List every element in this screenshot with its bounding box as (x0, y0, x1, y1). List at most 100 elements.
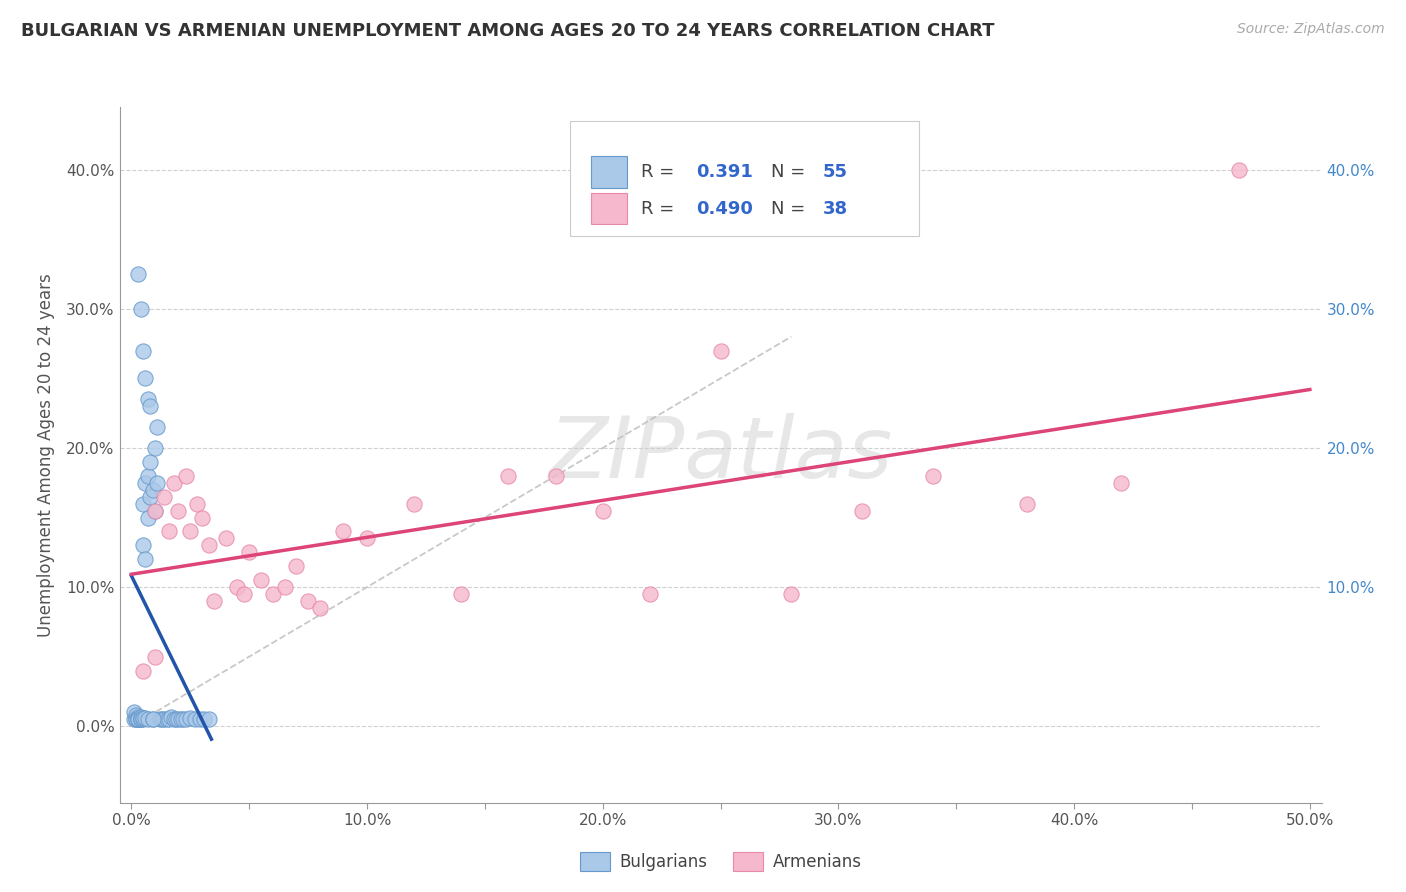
Point (139, 399, 162, 413)
Point (129, 712, 152, 726)
Y-axis label: Unemployment Among Ages 20 to 24 years: Unemployment Among Ages 20 to 24 years (37, 273, 55, 637)
Point (153, 712, 176, 726)
Point (149, 712, 172, 726)
Text: R =: R = (641, 163, 681, 181)
Text: 0.391: 0.391 (696, 163, 754, 181)
Point (129, 301, 152, 316)
Point (1015, 497, 1038, 511)
Point (198, 712, 221, 726)
Point (143, 649, 166, 664)
Point (202, 594, 225, 608)
Point (186, 497, 208, 511)
Point (125, 712, 148, 726)
Point (592, 503, 614, 517)
Point (179, 711, 201, 725)
Point (136, 468, 159, 483)
Point (139, 490, 162, 504)
Point (285, 559, 308, 574)
Point (188, 712, 211, 726)
Point (332, 524, 354, 539)
Point (134, 552, 156, 566)
Text: N =: N = (770, 200, 811, 218)
Point (129, 709, 152, 723)
Point (238, 545, 260, 559)
Text: 0.490: 0.490 (696, 200, 754, 218)
Point (226, 580, 249, 594)
Point (122, 712, 145, 726)
FancyBboxPatch shape (591, 156, 627, 187)
Text: R =: R = (641, 200, 681, 218)
Point (132, 497, 155, 511)
Point (172, 712, 194, 726)
Point (143, 503, 166, 517)
Point (132, 664, 155, 678)
Point (146, 420, 169, 434)
Point (214, 532, 236, 546)
Point (157, 524, 180, 539)
Point (233, 587, 256, 601)
Point (165, 712, 187, 726)
Point (184, 712, 207, 726)
Point (132, 712, 155, 726)
Text: 55: 55 (823, 163, 848, 181)
Point (150, 712, 173, 726)
Point (129, 712, 152, 726)
Point (136, 712, 159, 726)
Text: ZIP​atlas: ZIP​atlas (548, 413, 893, 497)
Point (146, 475, 169, 490)
Point (198, 538, 221, 552)
Text: N =: N = (770, 163, 811, 181)
Point (1111, 475, 1133, 490)
Point (921, 468, 943, 483)
Point (134, 371, 156, 385)
Point (356, 532, 378, 546)
Point (136, 510, 159, 524)
Point (127, 709, 149, 723)
Point (191, 510, 214, 524)
Point (141, 483, 163, 497)
Point (139, 455, 162, 469)
Point (136, 392, 159, 407)
Point (498, 468, 520, 483)
Point (127, 267, 149, 281)
Point (129, 712, 152, 726)
Point (193, 712, 215, 726)
Point (174, 468, 197, 483)
Point (780, 587, 803, 601)
Text: BULGARIAN VS ARMENIAN UNEMPLOYMENT AMONG AGES 20 TO 24 YEARS CORRELATION CHART: BULGARIAN VS ARMENIAN UNEMPLOYMENT AMONG… (21, 22, 994, 40)
Point (404, 497, 426, 511)
Point (127, 712, 149, 726)
Point (134, 711, 156, 725)
Point (125, 712, 148, 726)
Text: 38: 38 (823, 200, 848, 218)
Point (262, 587, 284, 601)
Point (143, 441, 166, 455)
Legend: Bulgarians, Armenians: Bulgarians, Armenians (572, 846, 869, 878)
Point (160, 709, 183, 723)
Point (163, 475, 186, 490)
Point (127, 712, 149, 726)
Point (132, 343, 155, 358)
Point (544, 468, 567, 483)
Point (122, 706, 145, 720)
Point (309, 601, 332, 615)
Point (710, 343, 733, 358)
Point (157, 712, 180, 726)
Point (153, 490, 176, 504)
Point (134, 475, 156, 490)
Text: Source: ZipAtlas.com: Source: ZipAtlas.com (1237, 22, 1385, 37)
Point (141, 712, 163, 726)
FancyBboxPatch shape (571, 121, 920, 235)
Point (156, 712, 179, 726)
Point (167, 503, 190, 517)
Point (851, 503, 873, 517)
Point (163, 712, 186, 726)
Point (297, 594, 319, 608)
Point (132, 711, 155, 725)
Point (174, 712, 197, 726)
Point (170, 712, 193, 726)
Point (250, 573, 273, 587)
Point (179, 524, 201, 539)
Point (127, 712, 149, 726)
Point (143, 503, 166, 517)
